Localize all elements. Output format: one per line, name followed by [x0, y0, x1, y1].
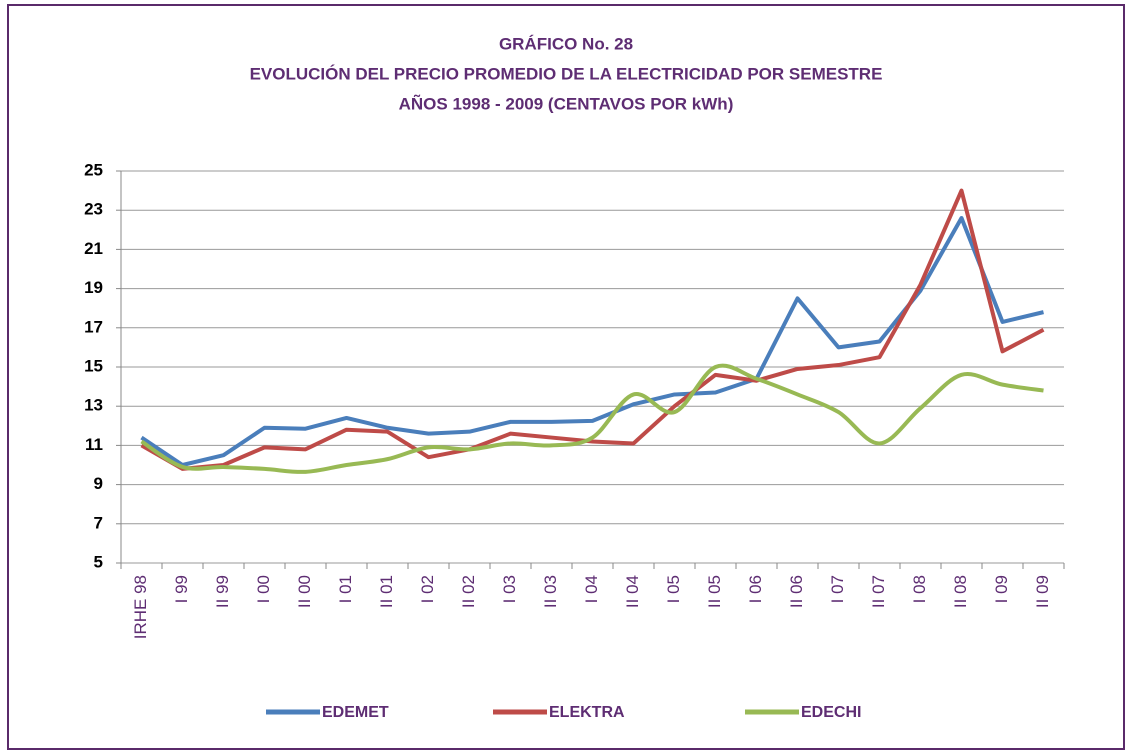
series-line	[140, 188, 1045, 471]
x-tick-label: I 01	[336, 575, 355, 603]
frame	[7, 4, 1125, 750]
x-tick-label: I 09	[992, 575, 1011, 603]
chart-title: GRÁFICO No. 28	[499, 34, 633, 53]
chart-title: EVOLUCIÓN DEL PRECIO PROMEDIO DE LA ELEC…	[250, 64, 883, 83]
x-tick-label: II 02	[459, 575, 478, 608]
x-tick-label: II 07	[869, 575, 888, 608]
y-tick-label: 15	[84, 356, 103, 375]
y-tick-label: 7	[94, 513, 103, 532]
x-tick-label: II 00	[295, 575, 314, 608]
series-line	[140, 216, 1044, 467]
x-tick-label: II 01	[377, 575, 396, 608]
y-tick-label: 17	[84, 317, 103, 336]
x-tick-label: I 08	[910, 575, 929, 603]
legend-label: EDECHI	[801, 704, 861, 721]
x-tick-label: I 03	[500, 575, 519, 603]
x-tick-label: I 04	[582, 575, 601, 603]
x-tick-label: II 08	[951, 575, 970, 608]
y-tick-label: 25	[84, 160, 103, 179]
y-tick-label: 23	[84, 200, 103, 219]
x-tick-label: I 00	[254, 575, 273, 603]
y-tick-label: 9	[94, 474, 103, 493]
x-tick-label: II 05	[705, 575, 724, 608]
x-tick-label: II 03	[541, 575, 560, 608]
x-tick-label: II 04	[623, 575, 642, 608]
series-line	[140, 363, 1044, 474]
x-tick-label: I 07	[828, 575, 847, 603]
x-tick-label: II 99	[213, 575, 232, 608]
x-tick-label: I 06	[746, 575, 765, 603]
y-tick-label: 21	[84, 239, 103, 258]
x-tick-label: I 05	[664, 575, 683, 603]
chart-title: AÑOS 1998 - 2009 (CENTAVOS POR kWh)	[399, 93, 734, 113]
x-tick-label: I 02	[418, 575, 437, 603]
y-tick-label: 5	[94, 552, 103, 571]
y-tick-label: 19	[84, 278, 103, 297]
x-tick-label: II 09	[1033, 575, 1052, 608]
x-tick-label: IRHE 98	[131, 575, 150, 639]
y-tick-label: 13	[84, 396, 103, 415]
x-tick-label: I 99	[172, 575, 191, 603]
legend-label: ELEKTRA	[549, 704, 625, 721]
x-tick-label: II 06	[787, 575, 806, 608]
legend-label: EDEMET	[322, 704, 389, 721]
y-tick-label: 11	[85, 435, 103, 454]
